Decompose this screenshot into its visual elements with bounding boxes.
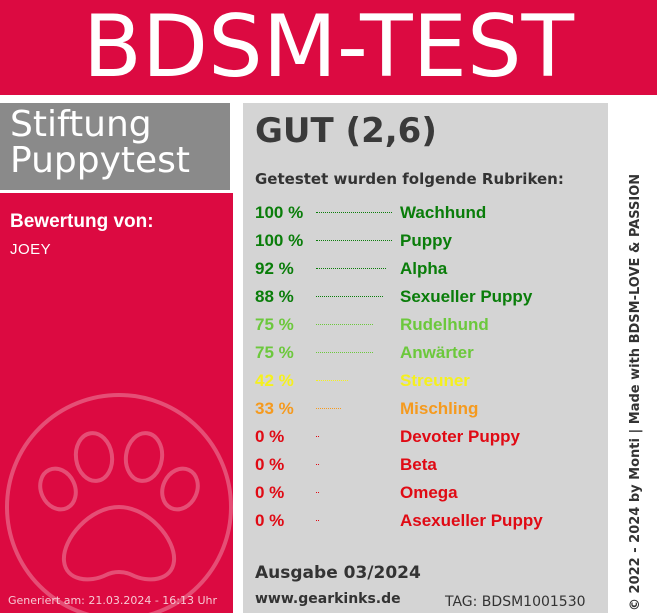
result-category: Wachhund — [400, 203, 486, 223]
result-category: Alpha — [400, 259, 447, 279]
result-row: 0 % Asexueller Puppy — [243, 507, 608, 535]
result-category: Streuner — [400, 371, 470, 391]
result-percent: 92 % — [255, 259, 294, 279]
rating-name: JOEY — [10, 241, 51, 258]
result-row: 0 % Beta — [243, 451, 608, 479]
results-subtitle: Getestet wurden folgende Rubriken: — [255, 170, 564, 188]
result-percent: 0 % — [255, 455, 284, 475]
result-bar — [316, 240, 392, 241]
result-percent: 33 % — [255, 399, 294, 419]
result-category: Puppy — [400, 231, 452, 251]
result-category: Mischling — [400, 399, 478, 419]
result-bar — [316, 324, 373, 325]
result-row: 75 % Rudelhund — [243, 311, 608, 339]
results-panel: GUT (2,6) Getestet wurden folgende Rubri… — [243, 103, 608, 613]
rating-label: Bewertung von: — [10, 211, 154, 233]
result-row: 100 % Wachhund — [243, 199, 608, 227]
result-row: 88 % Sexueller Puppy — [243, 283, 608, 311]
result-bar — [316, 464, 319, 465]
grade: GUT (2,6) — [255, 111, 437, 151]
generated-timestamp: Generiert am: 21.03.2024 - 16:13 Uhr — [8, 594, 217, 607]
result-percent: 100 % — [255, 203, 303, 223]
result-percent: 0 % — [255, 483, 284, 503]
result-row: 0 % Omega — [243, 479, 608, 507]
result-bar — [316, 520, 319, 521]
result-bar — [316, 352, 373, 353]
test-tag: TAG: BDSM1001530 — [445, 594, 586, 610]
result-bar — [316, 436, 319, 437]
brand-line-2: Puppytest — [10, 143, 220, 179]
result-category: Omega — [400, 483, 458, 503]
banner-title: BDSM-TEST — [0, 0, 657, 95]
result-category: Anwärter — [400, 343, 474, 363]
result-bar — [316, 268, 386, 269]
result-bar — [316, 408, 341, 409]
result-row: 100 % Puppy — [243, 227, 608, 255]
result-bar — [316, 212, 392, 213]
brand-line-1: Stiftung — [10, 107, 220, 143]
result-bar — [316, 380, 348, 381]
result-percent: 100 % — [255, 231, 303, 251]
result-category: Devoter Puppy — [400, 427, 520, 447]
result-percent: 75 % — [255, 343, 294, 363]
result-percent: 42 % — [255, 371, 294, 391]
result-percent: 88 % — [255, 287, 294, 307]
result-row: 75 % Anwärter — [243, 339, 608, 367]
website-link[interactable]: www.gearkinks.de — [255, 591, 401, 607]
brand-block: Stiftung Puppytest — [0, 103, 233, 190]
result-row: 33 % Mischling — [243, 395, 608, 423]
result-row: 42 % Streuner — [243, 367, 608, 395]
credit-text: © 2022 - 2024 by Monti | Made with BDSM-… — [625, 131, 647, 613]
result-percent: 0 % — [255, 511, 284, 531]
edition-label: Ausgabe 03/2024 — [255, 563, 421, 583]
result-percent: 75 % — [255, 315, 294, 335]
result-row: 0 % Devoter Puppy — [243, 423, 608, 451]
result-row: 92 % Alpha — [243, 255, 608, 283]
rating-sidebar: Bewertung von: JOEY Generiert am: 21.03.… — [0, 193, 233, 613]
result-category: Beta — [400, 455, 437, 475]
result-bar — [316, 296, 383, 297]
result-percent: 0 % — [255, 427, 284, 447]
result-bar — [316, 492, 319, 493]
result-category: Sexueller Puppy — [400, 287, 532, 307]
result-category: Asexueller Puppy — [400, 511, 543, 531]
result-category: Rudelhund — [400, 315, 489, 335]
paw-icon — [2, 389, 233, 613]
